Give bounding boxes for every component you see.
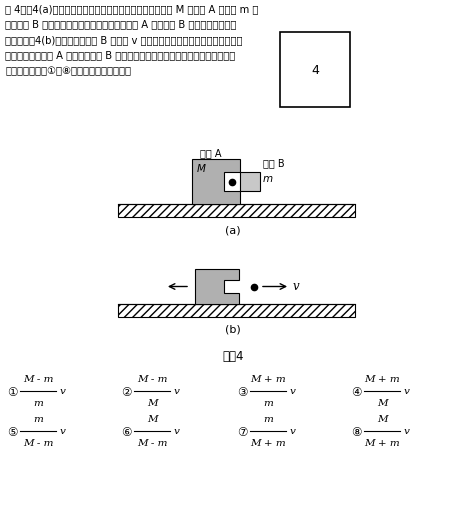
Text: m: m bbox=[33, 399, 43, 408]
Text: m: m bbox=[263, 415, 273, 424]
Text: M: M bbox=[377, 415, 387, 424]
Text: 4: 4 bbox=[311, 64, 319, 77]
Text: (a): (a) bbox=[225, 225, 241, 234]
Text: v: v bbox=[290, 427, 296, 436]
Text: v: v bbox=[60, 427, 66, 436]
Text: v: v bbox=[293, 279, 300, 292]
Bar bbox=[118, 305, 355, 317]
Text: M - m: M - m bbox=[137, 375, 167, 384]
Text: v: v bbox=[60, 387, 66, 396]
Text: M + m: M + m bbox=[250, 375, 286, 384]
Text: M - m: M - m bbox=[137, 439, 167, 447]
Text: ⑤: ⑤ bbox=[7, 425, 17, 438]
Bar bbox=[118, 205, 355, 218]
Text: M: M bbox=[147, 415, 157, 424]
Text: M + m: M + m bbox=[364, 439, 400, 447]
Polygon shape bbox=[195, 270, 239, 305]
Text: 物体 B が一体となって静止している。物体 A から物体 B を打ち出したとこ: 物体 B が一体となって静止している。物体 A から物体 B を打ち出したとこ bbox=[5, 20, 236, 29]
Text: M + m: M + m bbox=[250, 439, 286, 447]
Bar bbox=[240, 173, 260, 191]
Text: のを，下の①～⑧のうちから一つ選べ。: のを，下の①～⑧のうちから一つ選べ。 bbox=[5, 66, 131, 76]
Text: v: v bbox=[290, 387, 296, 396]
Text: m: m bbox=[263, 399, 273, 408]
Text: M: M bbox=[377, 399, 387, 408]
Text: ⑦: ⑦ bbox=[237, 425, 247, 438]
Text: (b): (b) bbox=[225, 324, 241, 334]
Text: m: m bbox=[263, 174, 273, 184]
Text: ろ，図4(b)のように，物体 B は速さ v で水平方向に動き出した。動き出した: ろ，図4(b)のように，物体 B は速さ v で水平方向に動き出した。動き出した bbox=[5, 35, 242, 45]
Text: M: M bbox=[147, 399, 157, 408]
Text: 物体 B: 物体 B bbox=[263, 158, 284, 168]
Text: ⑧: ⑧ bbox=[351, 425, 361, 438]
Text: 物体 A: 物体 A bbox=[200, 147, 221, 158]
Text: v: v bbox=[174, 427, 180, 436]
Text: ⑥: ⑥ bbox=[121, 425, 131, 438]
Text: M - m: M - m bbox=[23, 375, 53, 384]
Text: ②: ② bbox=[121, 385, 131, 398]
Polygon shape bbox=[192, 160, 240, 205]
Text: v: v bbox=[404, 427, 410, 436]
Text: M + m: M + m bbox=[364, 375, 400, 384]
Text: ④: ④ bbox=[351, 385, 361, 398]
Text: 図　4: 図 4 bbox=[222, 349, 244, 362]
Text: 問 4　図4(a)のように，なめらかで水平な床の上で，質量 M の物体 A と質量 m の: 問 4 図4(a)のように，なめらかで水平な床の上で，質量 M の物体 A と質… bbox=[5, 4, 258, 14]
Text: v: v bbox=[404, 387, 410, 396]
Text: ①: ① bbox=[7, 385, 17, 398]
Text: M - m: M - m bbox=[23, 439, 53, 447]
Text: ③: ③ bbox=[237, 385, 247, 398]
Text: v: v bbox=[174, 387, 180, 396]
Text: m: m bbox=[33, 415, 43, 424]
Text: 直後の，物体 A に対する物体 B の相対速度の大きさを表す式として正しいも: 直後の，物体 A に対する物体 B の相対速度の大きさを表す式として正しいも bbox=[5, 50, 235, 61]
Text: M: M bbox=[197, 164, 206, 174]
